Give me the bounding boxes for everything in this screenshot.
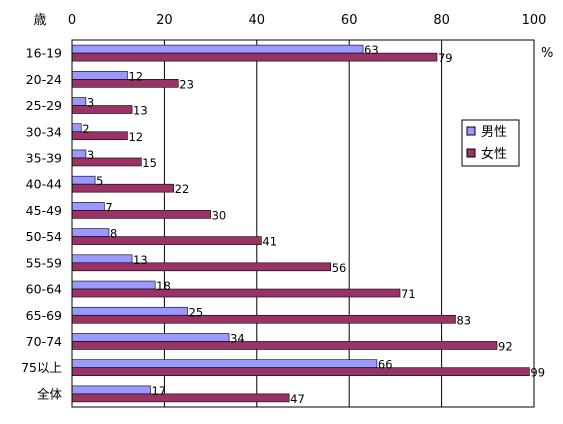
- unit-label: %: [541, 46, 553, 61]
- category-label: 45-49: [26, 203, 62, 218]
- bar-female: [71, 131, 128, 141]
- data-label-female: 99: [530, 366, 545, 380]
- category-label: 40-44: [26, 177, 62, 192]
- data-label-male: 5: [96, 174, 103, 188]
- bar-male: [71, 123, 82, 133]
- legend-label-female: 女性: [481, 146, 507, 162]
- data-label-male: 34: [230, 331, 245, 345]
- grid-lines: [163, 40, 443, 407]
- data-label-female: 12: [128, 130, 143, 144]
- bar-female: [71, 393, 290, 403]
- category-label: 55-59: [26, 255, 62, 270]
- category-label: 全体: [37, 386, 63, 401]
- bar-female: [71, 105, 133, 114]
- x-tick-label-20: 20: [156, 13, 173, 28]
- bar-female: [71, 236, 262, 245]
- bar-male: [71, 228, 110, 237]
- data-label-male: 18: [156, 279, 171, 293]
- bar-male: [71, 44, 364, 54]
- bar-male: [71, 202, 105, 211]
- data-label-male: 7: [105, 200, 112, 214]
- data-label-male: 25: [189, 305, 204, 319]
- x-tick-label-40: 40: [249, 13, 266, 28]
- bar-female: [71, 367, 530, 376]
- data-label-female: 15: [142, 156, 157, 170]
- bar-female: [71, 79, 179, 88]
- category-label: 16-19: [26, 46, 62, 61]
- bar-female: [71, 183, 174, 193]
- bar-male: [71, 280, 156, 290]
- bar-male: [71, 71, 128, 80]
- bar-female: [71, 52, 438, 62]
- category-label: 30-34: [26, 124, 62, 139]
- data-label-female: 79: [438, 51, 453, 65]
- data-label-male: 17: [152, 384, 167, 398]
- bar-female: [71, 314, 456, 324]
- category-label: 35-39: [26, 150, 62, 165]
- category-label: 75以上: [21, 360, 62, 375]
- data-label-male: 8: [110, 227, 117, 241]
- bar-male: [71, 149, 87, 159]
- data-label-female: 30: [212, 208, 227, 222]
- data-label-female: 23: [179, 77, 194, 91]
- category-label: 60-64: [26, 282, 62, 297]
- legend-swatch-female: [466, 148, 476, 158]
- bar-male: [71, 306, 188, 316]
- category-label: 65-69: [26, 308, 62, 323]
- data-label-female: 47: [290, 392, 305, 406]
- data-label-male: 12: [128, 69, 143, 83]
- x-tick-label-100: 100: [522, 13, 547, 28]
- legend: 男性 女性: [461, 119, 520, 167]
- data-label-female: 13: [133, 104, 148, 118]
- bars: [71, 44, 530, 403]
- data-label-male: 2: [82, 122, 89, 136]
- data-label-female: 83: [456, 313, 471, 327]
- bar-male: [71, 97, 87, 106]
- data-label-male: 13: [133, 253, 148, 267]
- bar-male: [71, 175, 96, 185]
- bar-male: [71, 385, 151, 395]
- legend-label-male: 男性: [481, 125, 507, 140]
- category-label: 20-24: [26, 72, 62, 87]
- bar-female: [71, 341, 498, 350]
- data-label-male: 66: [378, 358, 393, 372]
- data-label-male: 63: [364, 43, 379, 57]
- data-label-male: 3: [87, 96, 94, 110]
- bar-female: [71, 210, 211, 219]
- data-label-female: 41: [262, 235, 277, 249]
- data-label-female: 92: [498, 339, 513, 353]
- data-label-female: 71: [401, 287, 416, 301]
- bar-male: [71, 359, 378, 368]
- bar-female: [71, 157, 142, 167]
- bar-male: [71, 333, 230, 342]
- x-tick-label-80: 80: [433, 13, 450, 28]
- category-label: 25-29: [26, 98, 62, 113]
- bar-female: [71, 262, 332, 272]
- y-axis-label: 歳: [33, 13, 46, 28]
- data-label-female: 22: [175, 182, 190, 196]
- category-label: 70-74: [26, 334, 62, 349]
- category-label: 50-54: [26, 229, 62, 244]
- legend-swatch-male: [466, 126, 476, 136]
- x-tick-label-60: 60: [341, 13, 358, 28]
- bar-female: [71, 288, 401, 298]
- bar-male: [71, 254, 133, 264]
- data-label-female: 56: [332, 261, 347, 275]
- plot-area-border: [71, 39, 535, 408]
- data-label-male: 3: [87, 148, 94, 162]
- x-tick-label-0: 0: [68, 13, 76, 28]
